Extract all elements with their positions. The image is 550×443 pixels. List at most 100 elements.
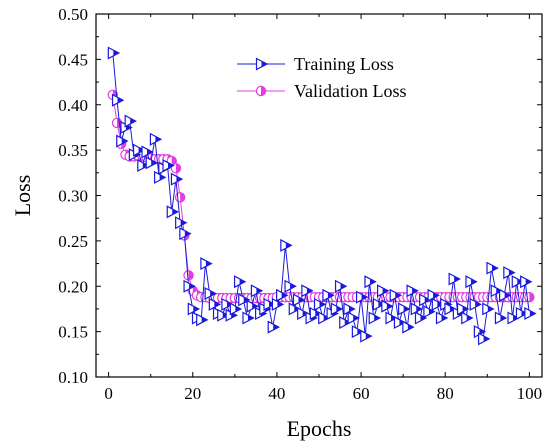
training-loss-point <box>368 311 381 325</box>
triangle-fill <box>386 303 393 310</box>
validation-loss-point <box>111 117 123 129</box>
triangle-fill <box>513 315 519 322</box>
training-loss-point <box>515 306 529 320</box>
training-loss-point <box>267 320 281 334</box>
triangle-fill <box>205 260 212 267</box>
triangle-fill <box>184 230 191 237</box>
training-loss-point <box>494 311 508 325</box>
training-loss-point <box>238 293 251 307</box>
triangle-fill <box>151 159 157 166</box>
training-loss-point <box>204 287 217 301</box>
training-loss-point <box>322 288 335 302</box>
training-loss-point <box>187 302 201 316</box>
triangle-fill <box>407 324 414 331</box>
training-loss-point <box>271 297 285 311</box>
training-loss-point <box>116 134 129 148</box>
training-loss-point <box>318 311 331 325</box>
triangle-fill <box>306 287 313 294</box>
training-loss-point <box>507 311 520 325</box>
training-loss-point <box>242 311 255 325</box>
triangle-fill <box>504 292 511 299</box>
y-tick-label: 0.20 <box>58 277 88 296</box>
training-loss-point <box>419 293 432 307</box>
triangle-fill <box>117 97 124 104</box>
triangle-fill <box>508 269 515 276</box>
triangle-fill <box>155 136 161 143</box>
triangle-fill <box>462 305 469 312</box>
training-loss-point <box>288 302 302 316</box>
training-loss-point <box>301 284 314 298</box>
circle-half-fill <box>180 192 185 202</box>
training-loss-point <box>217 308 230 322</box>
training-loss-point <box>423 305 436 319</box>
triangle-fill <box>235 305 241 312</box>
circle-half-fill <box>188 270 194 280</box>
training-loss-point <box>132 143 146 157</box>
x-tick-label: 20 <box>184 384 201 403</box>
triangle-fill <box>247 315 254 322</box>
triangle-fill <box>121 138 128 145</box>
training-loss-point <box>389 288 403 302</box>
triangle-fill <box>285 242 292 249</box>
triangle-fill <box>340 283 347 290</box>
triangle-fill <box>437 301 443 308</box>
training-loss-point <box>137 159 150 173</box>
triangle-fill <box>428 308 435 315</box>
circle-half-fill <box>175 163 181 173</box>
training-loss-point <box>465 275 478 289</box>
training-loss-point <box>435 311 449 325</box>
training-loss-point <box>154 170 167 184</box>
training-loss-point <box>385 311 398 325</box>
triangle-fill <box>172 208 178 215</box>
training-loss-point <box>456 302 470 316</box>
training-loss-point <box>200 257 213 271</box>
triangle-fill <box>146 148 153 155</box>
training-loss-point <box>330 302 344 316</box>
x-tick-label: 60 <box>353 384 370 403</box>
triangle-fill <box>315 310 321 317</box>
triangle-fill <box>449 305 456 312</box>
x-axis-title: Epochs <box>287 416 352 441</box>
training-loss-point <box>280 238 293 252</box>
training-loss-point <box>124 114 137 128</box>
triangle-fill <box>479 328 485 335</box>
training-loss-point <box>208 297 222 311</box>
training-loss-point <box>263 297 276 311</box>
training-loss-point <box>351 325 365 339</box>
training-loss-point <box>250 284 264 298</box>
triangle-fill <box>281 292 288 299</box>
triangle-fill <box>189 283 195 290</box>
triangle-fill <box>239 278 246 285</box>
triangle-fill <box>500 315 506 322</box>
triangle-fill <box>365 333 372 340</box>
x-tick-label: 80 <box>437 384 454 403</box>
axes: 0 20 40 60 80 100 0.10 0.15 0.20 0.25 0.30 0.35 0.40… <box>10 5 543 441</box>
training-loss-point <box>486 261 499 275</box>
legend-validation-label: Validation Loss <box>294 81 407 101</box>
x-tick-label: 100 <box>517 384 543 403</box>
training-loss-point <box>431 297 445 311</box>
triangle-fill <box>294 305 300 312</box>
training-loss-point <box>444 302 457 316</box>
training-series <box>107 46 537 346</box>
training-loss-point <box>170 172 184 186</box>
training-loss-point <box>166 205 180 219</box>
triangle-fill <box>159 174 166 181</box>
validation-loss-point <box>183 270 194 281</box>
triangle-fill <box>529 310 536 317</box>
training-loss-point <box>461 311 474 325</box>
triangle-fill <box>243 296 250 303</box>
validation-loss-point <box>524 291 535 303</box>
training-loss-point <box>284 279 297 293</box>
y-tick-label: 0.10 <box>58 368 88 387</box>
circle-half-fill <box>261 86 266 96</box>
training-loss-point <box>355 290 369 304</box>
training-loss-point <box>162 159 175 173</box>
training-loss-point <box>406 284 419 298</box>
training-loss-point <box>511 275 525 289</box>
triangle-fill <box>399 319 405 326</box>
training-loss-point <box>297 306 310 320</box>
training-loss-point <box>111 93 125 107</box>
triangle-fill <box>168 162 174 169</box>
